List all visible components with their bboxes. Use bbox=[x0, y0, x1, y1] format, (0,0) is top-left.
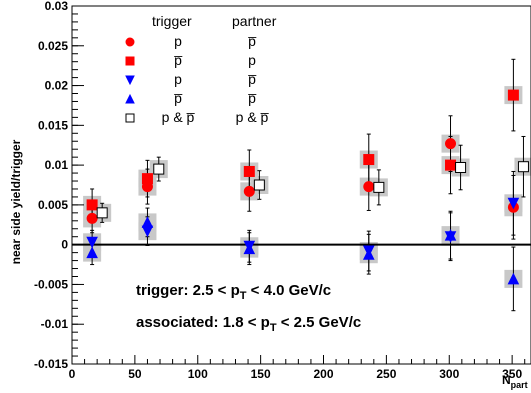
axes: 0 50 100 150 200 250 300 350 -0.015 -0.01 -0.005 0 0… bbox=[34, 0, 531, 381]
data-point-triangle-up bbox=[243, 242, 256, 255]
y-tick-label: -0.005 bbox=[34, 277, 68, 291]
legend-marker-triangle-up bbox=[125, 93, 135, 104]
y-tick-label: 0.03 bbox=[45, 0, 69, 13]
assoc-cut-label: associated: 1.8 < pT < 2.5 GeV/c bbox=[136, 314, 361, 334]
data-point-triangle-up bbox=[362, 248, 375, 260]
legend-marker-circle bbox=[125, 37, 135, 47]
data-point-triangle-down bbox=[507, 197, 520, 210]
data-point-square bbox=[507, 89, 519, 101]
legend-partner-label: p bbox=[248, 52, 256, 68]
x-tick-label: 200 bbox=[313, 367, 333, 381]
legend-marker-triangle-down bbox=[125, 75, 135, 86]
legend-trigger-label: p̅ bbox=[173, 52, 183, 68]
data-point-square bbox=[141, 173, 153, 185]
data-point-triangle-up bbox=[141, 216, 154, 228]
data-point-square bbox=[373, 181, 385, 193]
y-axis-title: near side yield/trigger bbox=[9, 139, 23, 264]
legend-header-trigger: trigger bbox=[152, 13, 192, 29]
y-tick-label: 0.01 bbox=[45, 158, 69, 172]
data-point-square bbox=[253, 179, 265, 191]
data-point-square bbox=[455, 161, 467, 173]
data-point-triangle-up bbox=[507, 272, 520, 285]
data-point-square bbox=[243, 165, 255, 177]
data-point-circle bbox=[445, 138, 457, 150]
data-point-circle bbox=[86, 212, 98, 224]
trigger-cut-label: trigger: 2.5 < pT < 4.0 GeV/c bbox=[136, 282, 331, 302]
y-tick-label: -0.01 bbox=[41, 317, 69, 331]
legend-partner-label: p̅ bbox=[247, 90, 257, 106]
data-point-triangle-up bbox=[444, 229, 457, 241]
x-tick-label: 300 bbox=[439, 367, 459, 381]
data-point-square bbox=[153, 163, 165, 175]
x-tick-label: 250 bbox=[376, 367, 396, 381]
data-point-square bbox=[517, 161, 529, 173]
y-tick-label: 0.015 bbox=[38, 118, 68, 132]
data-point-triangle-down bbox=[86, 236, 98, 249]
legend-trigger-label: p̅ bbox=[173, 90, 183, 106]
legend: trigger partner p p̅ p̅ p p p̅ p̅ p̅ p & p̅ p & p… bbox=[125, 13, 277, 125]
data-point-square bbox=[86, 199, 98, 211]
data-point-circle bbox=[363, 181, 375, 193]
legend-marker-square bbox=[125, 113, 135, 123]
data-markers bbox=[86, 89, 529, 285]
y-tick-label: -0.015 bbox=[34, 357, 68, 371]
x-tick-label: 50 bbox=[128, 367, 142, 381]
annotations: trigger: 2.5 < pT < 4.0 GeV/c associated:… bbox=[136, 282, 361, 334]
legend-header-partner: partner bbox=[232, 13, 277, 29]
data-point-square bbox=[445, 159, 457, 171]
x-tick-label: 350 bbox=[502, 367, 522, 381]
x-tick-label: 0 bbox=[69, 367, 76, 381]
y-tick-label: 0.025 bbox=[38, 39, 68, 53]
legend-partner-label: p̅ bbox=[247, 33, 257, 49]
y-tick-label: 0.005 bbox=[38, 198, 68, 212]
data-point-circle bbox=[243, 185, 255, 197]
data-point-square bbox=[363, 154, 375, 166]
legend-marker-square bbox=[125, 56, 135, 66]
legend-partner-label: p̅ bbox=[247, 71, 257, 87]
data-point-square bbox=[96, 207, 108, 219]
plot-frame bbox=[71, 5, 531, 365]
legend-trigger-label: p bbox=[174, 33, 182, 49]
x-tick-label: 150 bbox=[251, 367, 271, 381]
y-tick-label: 0 bbox=[61, 238, 68, 252]
y-tick-label: 0.02 bbox=[45, 79, 69, 93]
data-point-triangle-up bbox=[86, 246, 98, 259]
legend-trigger-label: p & p̅ bbox=[162, 109, 196, 125]
legend-partner-label: p & p̅ bbox=[236, 109, 270, 125]
x-tick-label: 100 bbox=[188, 367, 208, 381]
legend-trigger-label: p bbox=[174, 71, 182, 87]
x-axis-title: Npart bbox=[502, 373, 528, 390]
